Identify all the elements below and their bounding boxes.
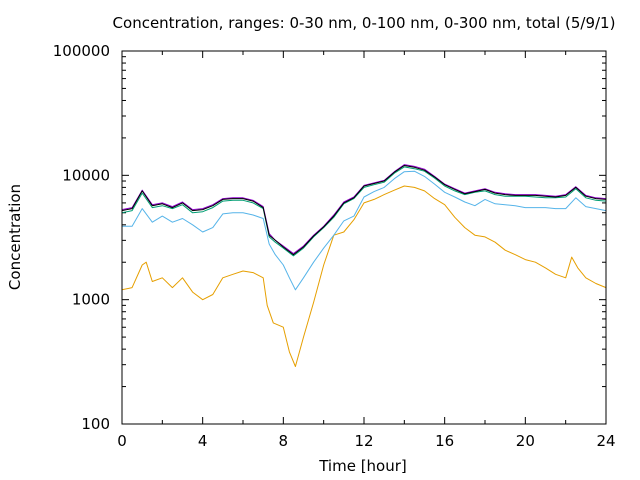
series-line-1 [122,170,607,291]
x-tick-label: 20 [516,432,535,450]
x-tick-label: 12 [354,432,373,450]
axis-ticks: 0 4 8 12 16 20 24 100 1000 10000 100000 [53,42,616,450]
series-line-0 [121,185,607,367]
y-tick-label: 100 [81,415,110,433]
chart-title: Concentration, ranges: 0-30 nm, 0-100 nm… [113,14,616,32]
x-tick-label: 4 [198,432,208,450]
x-tick-label: 16 [435,432,454,450]
plot-frame [121,50,607,425]
x-tick-label: 24 [596,432,615,450]
y-tick-label: 1000 [72,291,110,309]
y-axis-title: Concentration [6,184,24,290]
series-line-4 [121,165,607,256]
y-tick-label: 10000 [62,166,110,184]
x-tick-label: 0 [117,432,127,450]
x-axis-title: Time [hour] [318,457,407,475]
series-group [121,164,607,367]
x-tick-label: 8 [279,432,289,450]
series-line-3 [121,164,607,254]
y-tick-label: 100000 [53,42,110,60]
series-line-2 [121,166,607,257]
